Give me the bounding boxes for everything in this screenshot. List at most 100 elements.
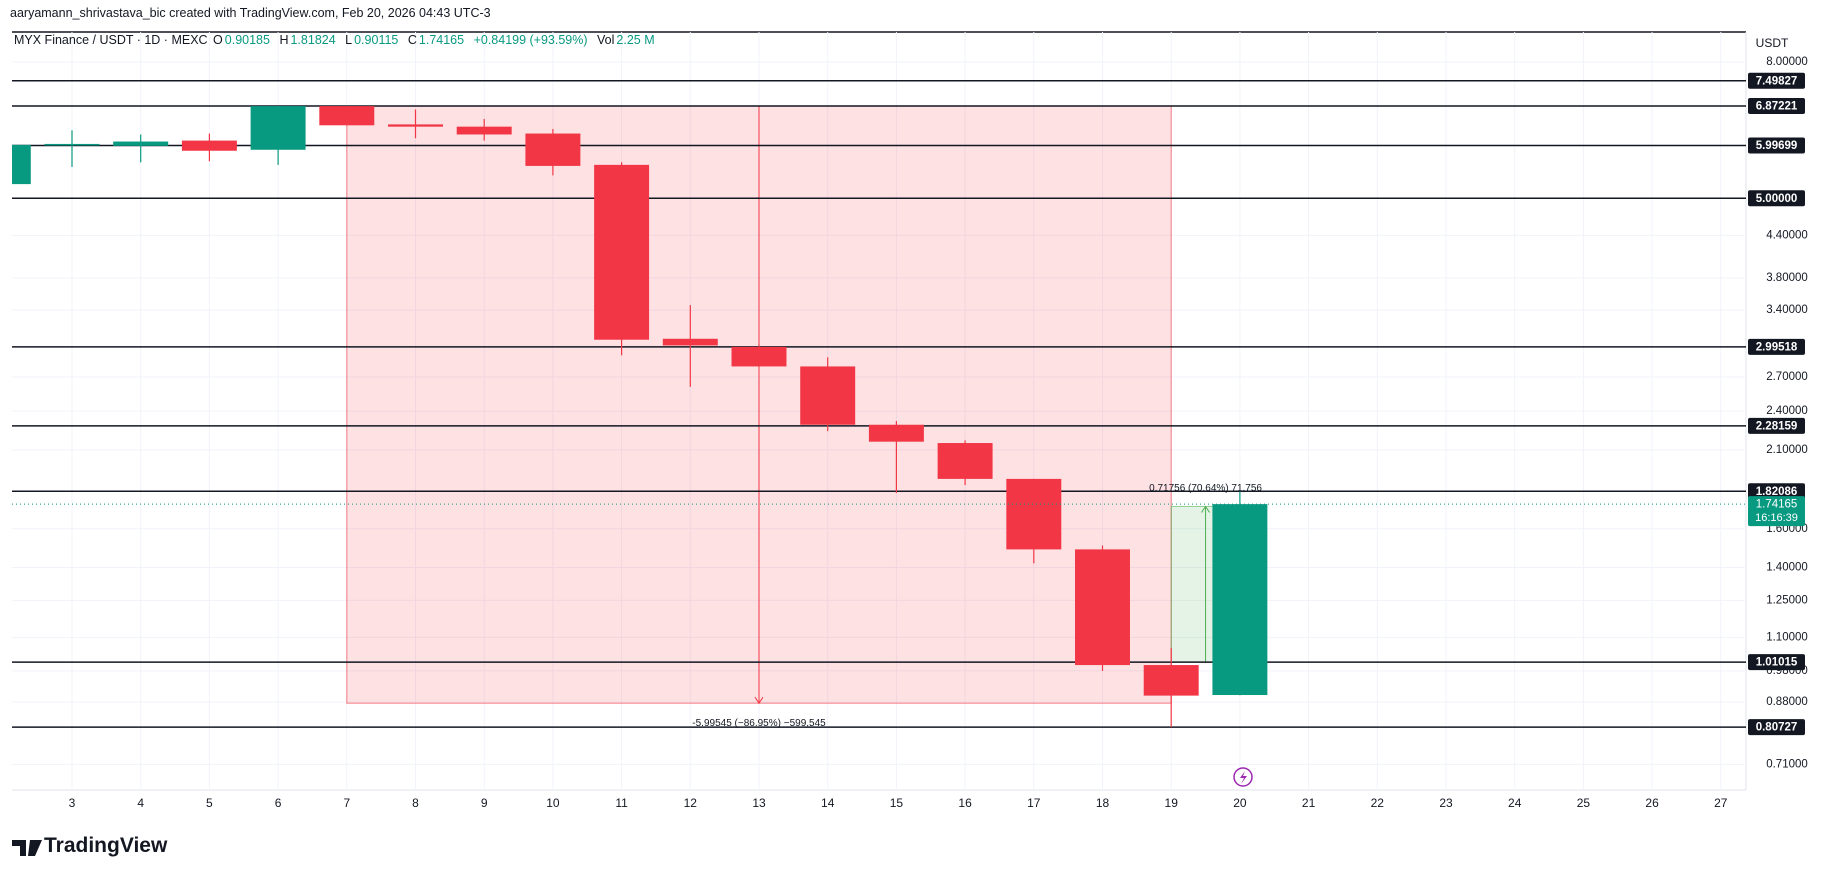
volume-value: 2.25 M — [616, 33, 655, 47]
candle-body — [1212, 504, 1268, 696]
candle-body — [1006, 478, 1062, 550]
last-price-label: 1.74165 — [1756, 499, 1798, 511]
candle-body — [113, 141, 169, 146]
symbol-legend: MYX Finance / USDT · 1D · MEXC O 0.90185 … — [14, 33, 661, 47]
ohlc-value: 0.90115 — [354, 33, 399, 47]
candle-body — [1143, 665, 1199, 696]
ohlc-value: 0.90185 — [224, 33, 270, 47]
x-tick-label: 3 — [69, 796, 76, 810]
x-tick-label: 25 — [1577, 796, 1591, 810]
x-tick-label: 10 — [546, 796, 560, 810]
last-price-tag — [1748, 496, 1805, 527]
candle-body — [662, 338, 718, 346]
candle-body — [594, 164, 650, 340]
y-tick-label: 1.10000 — [1766, 631, 1808, 643]
ohlc-key: O — [213, 33, 223, 47]
y-tick-label: 2.70000 — [1766, 371, 1808, 383]
level-tag-label: 7.49827 — [1756, 75, 1798, 87]
x-tick-label: 13 — [752, 796, 766, 810]
level-tag — [1748, 338, 1805, 355]
candle-body — [12, 144, 31, 185]
candle-body — [525, 133, 581, 166]
x-tick-label: 14 — [821, 796, 835, 810]
x-tick-label: 15 — [890, 796, 904, 810]
y-tick-label: 3.80000 — [1766, 272, 1808, 284]
x-tick-label: 27 — [1714, 796, 1728, 810]
x-tick-label: 17 — [1027, 796, 1041, 810]
y-tick-label: 0.88000 — [1766, 696, 1808, 708]
y-tick-label: 3.40000 — [1766, 304, 1808, 316]
level-tag-label: 1.82086 — [1756, 486, 1798, 498]
measure-label: -5.99545 (−86.95%) −599,545 — [692, 718, 826, 729]
ohlc-key: L — [345, 33, 353, 47]
y-tick-label: 2.10000 — [1766, 444, 1808, 456]
level-tag-label: 5.99699 — [1756, 140, 1798, 152]
currency-label: USDT — [1756, 36, 1789, 50]
event-icon-bolt — [1240, 771, 1247, 784]
level-tag — [1748, 190, 1805, 207]
x-tick-label: 4 — [137, 796, 144, 810]
measure-arrowhead — [754, 696, 764, 705]
x-tick-label: 7 — [343, 796, 350, 810]
change: +0.84199 (+93.59%) — [473, 33, 588, 47]
y-tick-label: 1.25000 — [1766, 594, 1808, 606]
level-tag-label: 6.87221 — [1756, 101, 1798, 113]
level-tag-label: 0.80727 — [1756, 722, 1798, 734]
logo-icon — [12, 840, 42, 856]
level-tag-label: 2.99518 — [1756, 341, 1798, 353]
level-tag — [1748, 483, 1805, 500]
ohlc-key: H — [279, 33, 289, 47]
volume-key: Vol — [597, 33, 615, 47]
x-tick-label: 6 — [275, 796, 282, 810]
symbol-title: MYX Finance / USDT · 1D · MEXC — [14, 33, 208, 47]
candle-body — [319, 106, 375, 126]
level-tag — [1748, 654, 1805, 671]
candle-body — [456, 126, 512, 135]
x-tick-label: 24 — [1508, 796, 1522, 810]
event-icon[interactable] — [1233, 767, 1253, 787]
x-tick-label: 12 — [684, 796, 698, 810]
y-tick-label: 2.40000 — [1766, 405, 1808, 417]
level-tag-label: 5.00000 — [1756, 193, 1798, 205]
price-axis: 3 4 5 6 7 8 9 10 11 12 13 14 15 16 17 18 19 20 21 22 23 24 25 2… — [69, 56, 1808, 810]
x-tick-label: 23 — [1439, 796, 1453, 810]
attribution: aaryamann_shrivastava_bic created with T… — [10, 6, 491, 20]
level-tag — [1748, 137, 1805, 154]
candle-body — [731, 346, 787, 367]
candle-body — [800, 366, 856, 425]
candle-body — [388, 124, 443, 127]
candle-body — [250, 106, 306, 150]
x-tick-label: 22 — [1371, 796, 1385, 810]
x-tick-label: 16 — [958, 796, 972, 810]
x-tick-label: 19 — [1165, 796, 1179, 810]
y-tick-label: 4.40000 — [1766, 229, 1808, 241]
ohlc-key: C — [407, 33, 417, 47]
x-tick-label: 9 — [481, 796, 488, 810]
x-tick-label: 8 — [412, 796, 419, 810]
plot-area: -5.99545 (−86.95%) −599,545 0.71756 (70.6… — [12, 79, 1746, 729]
x-tick-label: 11 — [615, 796, 628, 810]
x-tick-label: 5 — [206, 796, 213, 810]
logo: TradingView — [44, 834, 168, 857]
countdown-label: 16:16:39 — [1755, 512, 1798, 524]
x-tick-label: 26 — [1645, 796, 1659, 810]
level-tag-label: 2.28159 — [1756, 420, 1798, 432]
level-tag — [1748, 417, 1805, 434]
level-tag — [1748, 719, 1805, 736]
measure-label: 0.71756 (70.64%) 71,756 — [1149, 483, 1262, 494]
candle-body — [868, 424, 924, 442]
measure-arrowhead — [1201, 505, 1210, 513]
candle-body — [937, 443, 993, 479]
ohlc-value: 1.74165 — [418, 33, 465, 47]
candle-body — [181, 140, 237, 151]
level-tag-label: 1.01015 — [1756, 657, 1798, 669]
x-tick-label: 20 — [1233, 796, 1247, 810]
x-tick-label: 18 — [1096, 796, 1110, 810]
y-tick-label: 1.40000 — [1766, 561, 1808, 573]
y-tick-label: 0.71000 — [1766, 758, 1808, 770]
y-tick-label: 8.00000 — [1766, 56, 1808, 68]
candle-body — [1075, 549, 1130, 666]
ohlc-value: 1.81824 — [290, 33, 336, 47]
